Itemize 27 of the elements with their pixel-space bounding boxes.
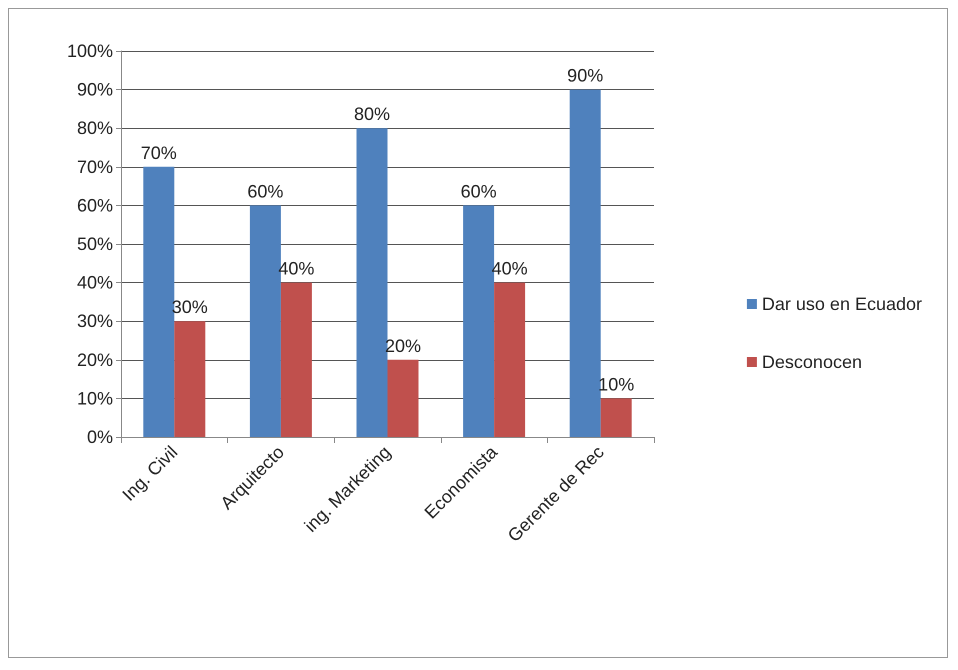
bar: [570, 90, 601, 437]
bar: [600, 398, 632, 437]
data-label: 60%: [247, 181, 284, 202]
legend-label: Dar uso en Ecuador: [762, 294, 922, 314]
y-tick-label: 0%: [86, 427, 113, 447]
bar: [388, 360, 418, 437]
data-label: 80%: [354, 104, 390, 124]
y-tick-label: 20%: [76, 350, 113, 370]
y-tick-label: 60%: [76, 195, 113, 216]
x-tick-label: Ing. Civil: [118, 442, 182, 505]
y-tick-label: 100%: [66, 41, 113, 61]
data-label: 70%: [140, 142, 177, 163]
y-tick-label: 10%: [76, 388, 113, 408]
data-label: 60%: [460, 181, 497, 202]
bar: [494, 282, 526, 437]
data-label: 90%: [567, 66, 604, 86]
bar: [143, 166, 174, 437]
y-tick-label: 30%: [76, 311, 113, 332]
bar: [280, 282, 312, 437]
bar: [174, 321, 206, 437]
y-tick-label: 50%: [76, 234, 113, 254]
y-tick-label: 40%: [76, 272, 113, 293]
y-tick-label: 90%: [76, 80, 113, 100]
y-tick-label: 70%: [76, 156, 113, 177]
y-tick-label: 80%: [76, 118, 113, 138]
legend-label: Desconocen: [762, 352, 862, 372]
bar: [356, 128, 388, 437]
